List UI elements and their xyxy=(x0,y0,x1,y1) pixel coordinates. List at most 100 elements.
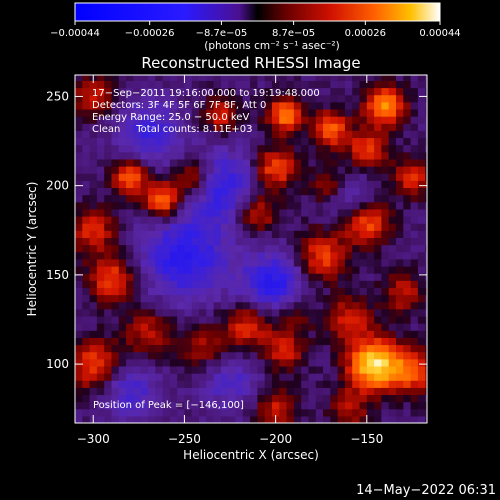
heatmap-cell xyxy=(111,415,120,423)
heatmap-cell xyxy=(250,280,258,288)
heatmap-cell xyxy=(118,158,127,167)
heatmap-cell xyxy=(213,208,222,217)
heatmap-cell xyxy=(118,194,127,203)
heatmap-cell xyxy=(425,323,427,331)
annotation-total-counts: Clean Total counts: 8.11E+03 xyxy=(92,124,252,135)
heatmap-cell xyxy=(417,144,426,153)
heatmap-cell xyxy=(162,415,171,423)
heatmap-cell xyxy=(177,365,186,374)
heatmap-cell xyxy=(293,408,302,417)
colorbar-units-label: (photons cm⁻² s⁻¹ asec⁻²) xyxy=(204,40,339,52)
heatmap-cell xyxy=(162,80,171,89)
heatmap-cell xyxy=(315,194,324,203)
heatmap-cell xyxy=(184,101,193,110)
heatmap-cell xyxy=(308,108,317,117)
heatmap-cell xyxy=(118,265,127,274)
heatmap-cell xyxy=(126,187,134,196)
heatmap-cell xyxy=(374,315,383,324)
heatmap-cell xyxy=(366,130,375,139)
heatmap-cell xyxy=(388,173,397,181)
heatmap-cell xyxy=(257,166,266,174)
heatmap-cell xyxy=(359,137,368,146)
heatmap-cell xyxy=(111,101,120,110)
heatmap-cell xyxy=(242,94,251,103)
heatmap-cell xyxy=(308,244,317,253)
heatmap-cell xyxy=(242,173,251,181)
heatmap-cell xyxy=(206,401,215,410)
heatmap-cell xyxy=(403,244,412,253)
heatmap-cell xyxy=(374,80,383,89)
heatmap-cell xyxy=(286,344,295,353)
heatmap-cell xyxy=(388,158,397,167)
heatmap-cell xyxy=(293,215,302,224)
heatmap-cell xyxy=(374,215,383,224)
heatmap-cell xyxy=(140,158,149,167)
heatmap-cell xyxy=(184,287,193,296)
heatmap-cell xyxy=(308,315,317,324)
heatmap-cell xyxy=(220,223,229,231)
heatmap-cell xyxy=(264,166,273,174)
heatmap-cell xyxy=(425,87,427,96)
heatmap-cell xyxy=(315,373,324,381)
heatmap-cell xyxy=(228,101,237,110)
heatmap-cell xyxy=(118,101,127,110)
heatmap-cell xyxy=(403,315,412,324)
heatmap-cell xyxy=(286,116,295,124)
heatmap-cell xyxy=(250,265,258,274)
heatmap-cell xyxy=(82,215,91,224)
heatmap-cell xyxy=(155,380,164,388)
heatmap-cell xyxy=(388,330,397,338)
heatmap-cell xyxy=(206,94,215,103)
heatmap-cell xyxy=(75,108,83,117)
heatmap-cell xyxy=(126,373,134,381)
heatmap-cell xyxy=(395,365,404,374)
heatmap-cell xyxy=(315,323,324,331)
heatmap-cell xyxy=(395,173,404,181)
heatmap-cell xyxy=(264,280,273,288)
heatmap-cell xyxy=(104,223,113,231)
heatmap-cell xyxy=(96,380,105,388)
heatmap-cell xyxy=(199,365,207,374)
heatmap-cell xyxy=(264,87,273,96)
heatmap-cell xyxy=(191,87,200,96)
heatmap-cell xyxy=(220,151,229,160)
heatmap-cell xyxy=(155,287,164,296)
heatmap-cell xyxy=(374,166,383,174)
heatmap-cell xyxy=(337,358,346,367)
heatmap-cell xyxy=(395,323,404,331)
x-tick-label: −300 xyxy=(77,432,110,446)
heatmap-cell xyxy=(323,137,331,146)
heatmap-cell xyxy=(279,237,288,246)
heatmap-cell xyxy=(410,75,419,81)
heatmap-cell xyxy=(374,87,383,96)
heatmap-cell xyxy=(96,344,105,353)
heatmap-cell xyxy=(366,75,375,81)
heatmap-cell xyxy=(279,230,288,238)
heatmap-cell xyxy=(242,308,251,317)
heatmap-cell xyxy=(337,116,346,124)
heatmap-cell xyxy=(366,344,375,353)
heatmap-cell xyxy=(286,87,295,96)
heatmap-cell xyxy=(388,380,397,388)
heatmap-cell xyxy=(330,315,339,324)
heatmap-cell xyxy=(96,215,105,224)
heatmap-cell xyxy=(82,258,91,267)
heatmap-cell xyxy=(126,294,134,303)
heatmap-cell xyxy=(374,144,383,153)
heatmap-cell xyxy=(425,330,427,338)
heatmap-cell xyxy=(301,215,310,224)
heatmap-cell xyxy=(213,394,222,403)
heatmap-cell xyxy=(293,158,302,167)
heatmap-cell xyxy=(75,223,83,231)
heatmap-cell xyxy=(89,244,98,253)
heatmap-cell xyxy=(111,344,120,353)
heatmap-cell xyxy=(126,287,134,296)
heatmap-cell xyxy=(213,144,222,153)
heatmap-cell xyxy=(169,237,178,246)
heatmap-cell xyxy=(301,123,310,131)
heatmap-cell xyxy=(220,415,229,423)
heatmap-cell xyxy=(395,258,404,267)
heatmap-cell xyxy=(206,101,215,110)
heatmap-cell xyxy=(184,244,193,253)
heatmap-cell xyxy=(96,301,105,310)
